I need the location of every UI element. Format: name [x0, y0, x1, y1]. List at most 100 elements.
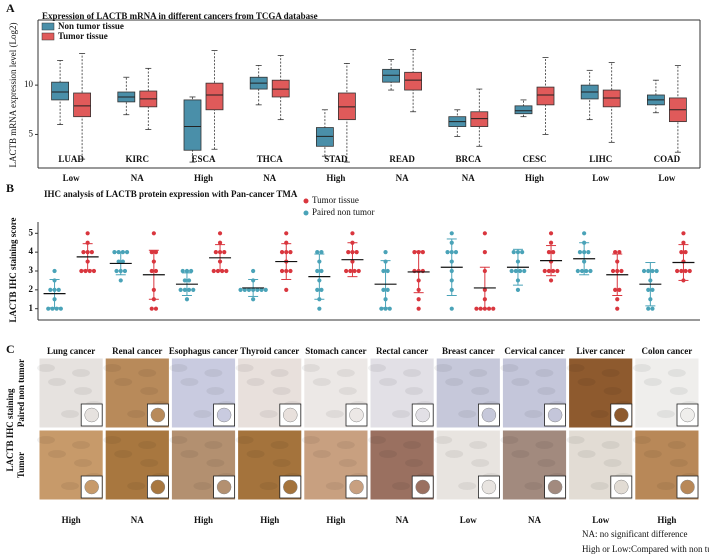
inset-core [283, 479, 298, 495]
tissue-texture [325, 410, 344, 418]
tissue-texture [632, 364, 651, 372]
dot [211, 268, 216, 274]
dot [387, 306, 392, 311]
inset-core [349, 407, 364, 423]
tissue-texture [193, 482, 212, 490]
y-axis-label: LACTB IHC staining score [8, 217, 18, 322]
tissue-texture [405, 387, 423, 395]
tissue-texture [471, 387, 490, 395]
dot [584, 268, 589, 274]
panel-label: A [6, 1, 15, 15]
dot [315, 287, 320, 292]
tissue-texture [537, 387, 556, 395]
column-label: Colon cancer [642, 346, 693, 356]
dot [288, 268, 293, 274]
dot [613, 287, 618, 292]
dot [213, 250, 218, 255]
significance-label: NA [396, 173, 409, 183]
row-label: Paired non tumor [16, 359, 26, 427]
dot [613, 250, 618, 255]
tissue-texture [103, 364, 122, 372]
significance-label: High [525, 173, 544, 183]
dot [120, 259, 125, 264]
tissue-texture [114, 378, 133, 386]
tissue-texture [590, 410, 609, 418]
legend-label: Non tumor tissue [58, 21, 124, 31]
dot [683, 268, 688, 274]
significance-label: High [326, 173, 345, 183]
tissue-texture [403, 441, 421, 449]
dot [288, 250, 293, 255]
tissue-texture [312, 378, 331, 386]
dot [48, 287, 53, 292]
dot [646, 268, 651, 274]
tissue-texture [590, 482, 609, 490]
dot [675, 268, 680, 274]
tissue-texture [392, 410, 410, 418]
dot [548, 278, 554, 283]
dot [515, 287, 521, 292]
dot [385, 287, 390, 292]
dot [149, 268, 154, 274]
tissue-texture [204, 441, 223, 449]
dot [381, 287, 386, 292]
inset-core [614, 479, 629, 495]
dot [577, 250, 583, 255]
dot [542, 268, 547, 274]
dot [520, 250, 525, 255]
tissue-texture [140, 387, 159, 395]
dot [346, 250, 351, 255]
dot [449, 306, 454, 311]
dot [681, 240, 686, 245]
inset-core [283, 407, 298, 423]
dot [546, 250, 552, 255]
tissue-texture [336, 369, 355, 377]
y-tick-label: 5 [29, 227, 34, 237]
tissue-texture [127, 482, 146, 490]
dot [650, 268, 655, 274]
x-tick-label: LIHC [589, 154, 612, 164]
dot [679, 268, 684, 274]
x-tick-label: KIRC [126, 154, 150, 164]
y-tick-label: 3 [29, 265, 34, 275]
legend-swatch [41, 32, 55, 41]
inset-core [614, 407, 629, 423]
result-label: High [260, 515, 279, 525]
dot [548, 240, 554, 245]
tissue-texture [246, 378, 265, 386]
x-tick-label: LUAD [58, 154, 84, 164]
dot [575, 268, 580, 274]
tissue-texture [667, 441, 686, 449]
tissue-texture [246, 450, 265, 458]
dot [641, 268, 647, 274]
dot [412, 250, 417, 255]
tissue-texture [601, 441, 620, 449]
tissue-texture [500, 436, 519, 444]
tissue-texture [669, 459, 688, 467]
tissue-texture [458, 410, 477, 418]
dot [58, 306, 63, 311]
box [536, 86, 555, 106]
dot [184, 297, 190, 302]
dot [344, 268, 349, 274]
dot [319, 287, 324, 292]
tissue-texture [603, 387, 622, 395]
tissue-texture [74, 387, 92, 395]
tissue-texture [235, 364, 254, 372]
inset-core [680, 407, 695, 423]
dot [683, 250, 688, 255]
box [73, 92, 91, 118]
dot [615, 306, 620, 311]
dot [255, 287, 260, 292]
result-label: NA [396, 515, 409, 525]
tissue-texture [471, 459, 490, 467]
box [514, 105, 533, 115]
dot [279, 250, 285, 255]
x-tick-label: STAD [324, 154, 348, 164]
inset-core [481, 479, 497, 495]
dot [263, 287, 268, 292]
dot [354, 250, 359, 255]
dot [186, 287, 192, 292]
dot [83, 268, 88, 274]
result-label: NA [528, 515, 541, 525]
